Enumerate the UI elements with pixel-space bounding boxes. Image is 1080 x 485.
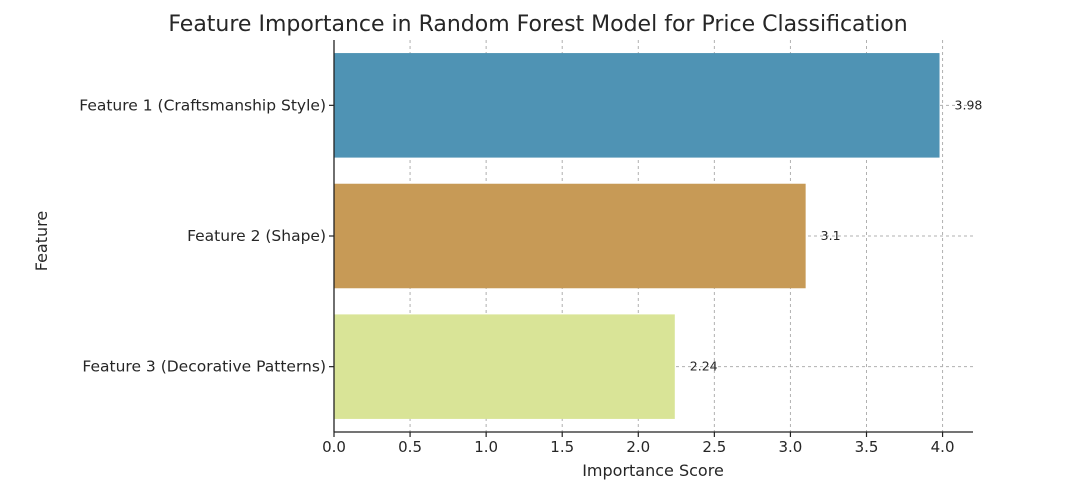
bars-layer <box>334 53 940 419</box>
x-tick-label: 3.0 <box>778 438 802 456</box>
category-label: Feature 1 (Craftsmanship Style) <box>79 96 326 114</box>
x-tick-label: 0.5 <box>398 438 422 456</box>
bar-feature-3 <box>334 314 675 419</box>
data-label: 3.98 <box>955 97 983 112</box>
y-axis-label: Feature <box>32 211 51 271</box>
bar-feature-1 <box>334 53 940 158</box>
x-tick-label: 1.5 <box>550 438 574 456</box>
category-label: Feature 3 (Decorative Patterns) <box>82 358 326 376</box>
chart-title: Feature Importance in Random Forest Mode… <box>168 12 907 37</box>
x-tick-label: 2.5 <box>702 438 726 456</box>
category-label: Feature 2 (Shape) <box>187 227 326 245</box>
x-tick-label: 4.0 <box>931 438 955 456</box>
x-tick-label: 1.0 <box>474 438 498 456</box>
axes-layer <box>329 40 973 437</box>
data-label: 2.24 <box>690 359 718 374</box>
x-axis-label: Importance Score <box>582 461 724 480</box>
data-label: 3.1 <box>821 228 841 243</box>
x-tick-label: 0.0 <box>322 438 346 456</box>
x-tick-label: 3.5 <box>855 438 879 456</box>
labels-layer: 0.0 0.5 1.0 1.5 2.0 2.5 3.0 3.5 4.0 Feature 1 (Cr… <box>79 96 982 456</box>
bar-feature-2 <box>334 183 806 289</box>
x-tick-label: 2.0 <box>626 438 650 456</box>
